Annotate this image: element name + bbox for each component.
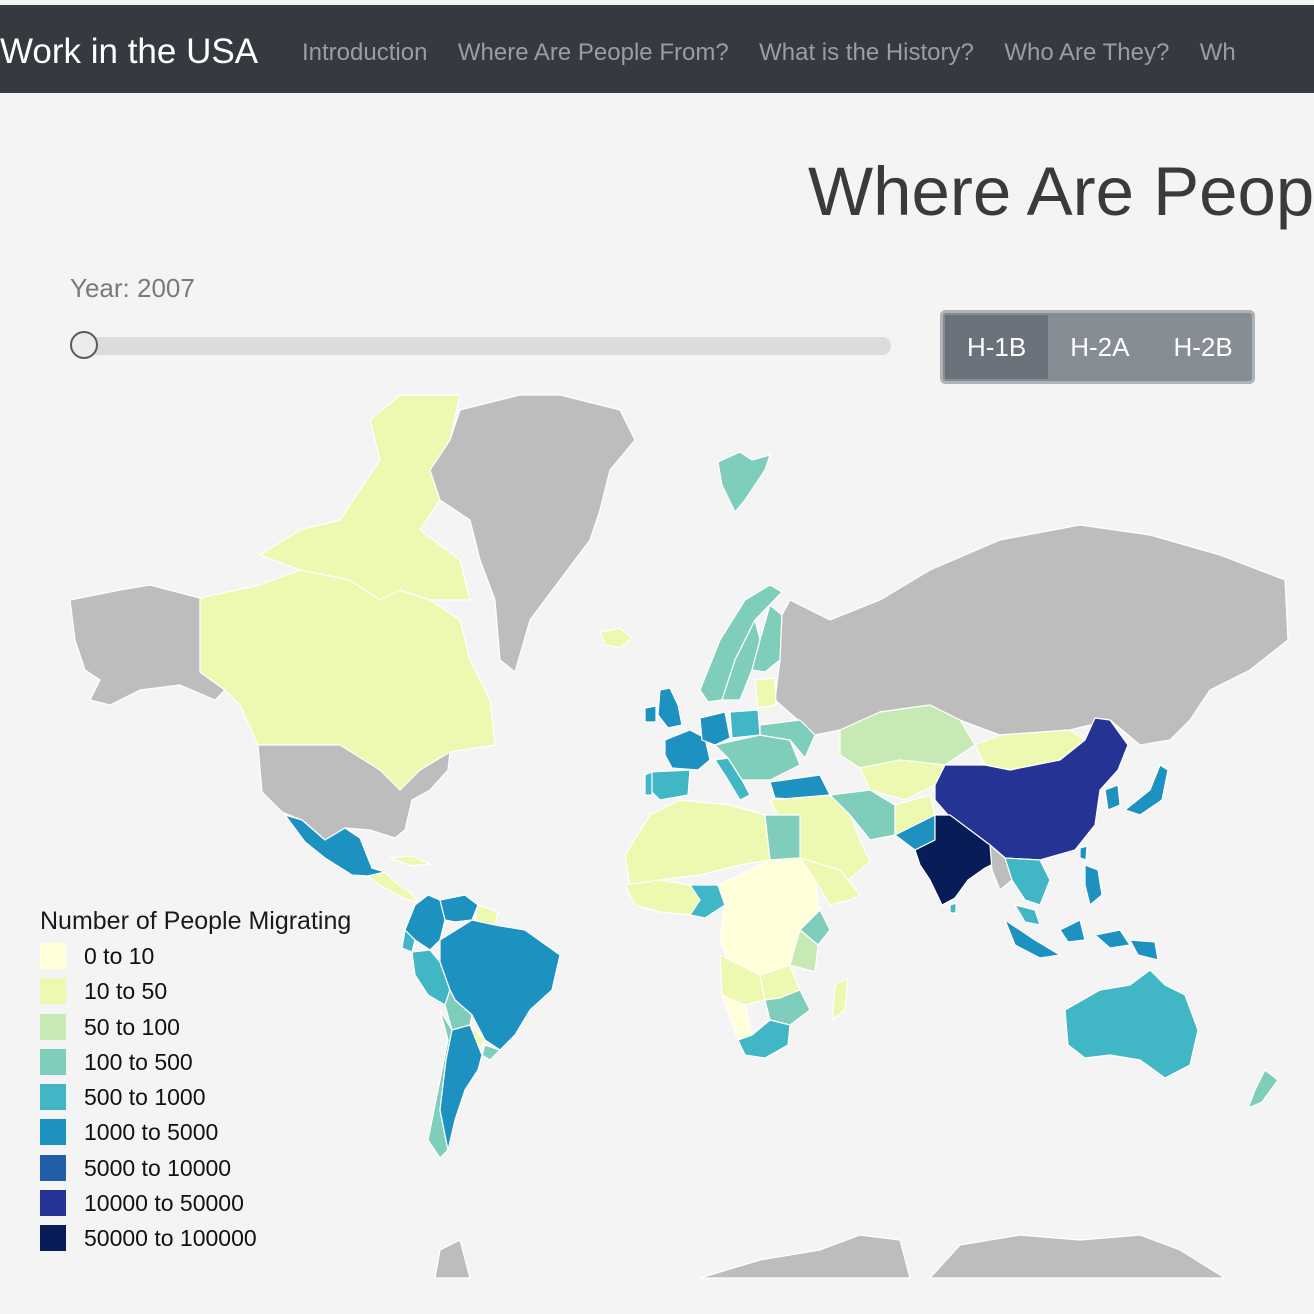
russia[interactable] (774, 524, 1289, 746)
legend-swatch (40, 1084, 66, 1111)
legend-label: 500 to 1000 (84, 1084, 206, 1111)
h2b-button[interactable]: H-2B (1173, 332, 1233, 362)
alaska[interactable] (69, 584, 226, 706)
myanmar[interactable] (989, 844, 1013, 891)
spain[interactable] (649, 769, 691, 801)
nav-link-truncated[interactable]: Wh (1199, 39, 1236, 66)
legend-swatch (40, 1013, 66, 1040)
svalbard[interactable] (717, 451, 771, 513)
legend-label: 50000 to 100000 (84, 1225, 257, 1252)
canada-islands[interactable] (259, 394, 471, 601)
legend-label: 50 to 100 (84, 1013, 180, 1040)
legend-swatch (40, 1154, 66, 1181)
legend-label: 10000 to 50000 (84, 1190, 244, 1217)
navbar: Work in the USA Introduction Where Are P… (0, 5, 1314, 93)
madagascar[interactable] (831, 977, 849, 1021)
ukraine[interactable] (759, 719, 816, 759)
malaysia[interactable] (1014, 904, 1041, 926)
kazakhstan[interactable] (839, 704, 976, 769)
world-map (0, 390, 1314, 1280)
h1b-button[interactable]: H-1B (945, 315, 1049, 379)
nav-link-who-are-they[interactable]: Who Are They? (1004, 39, 1170, 66)
antarctica[interactable] (434, 1234, 1226, 1279)
world-map-svg (69, 394, 1289, 1279)
year-slider-handle[interactable] (70, 331, 98, 359)
legend-swatch (40, 1048, 66, 1075)
central-america[interactable] (367, 871, 419, 903)
west-africa[interactable] (624, 879, 701, 916)
iceland[interactable] (599, 627, 633, 649)
angola[interactable] (719, 954, 766, 1006)
ireland[interactable] (644, 705, 657, 723)
japan[interactable] (1124, 764, 1169, 816)
norway[interactable] (699, 584, 783, 703)
taiwan[interactable] (1079, 845, 1088, 861)
h2a-button[interactable]: H-2A (1070, 332, 1130, 362)
mexico[interactable] (284, 814, 386, 877)
korea[interactable] (1104, 784, 1121, 811)
legend-item: 100 to 500 (40, 1048, 351, 1084)
indonesia[interactable] (1004, 919, 1131, 959)
legend-title: Number of People Migrating (40, 907, 352, 935)
nav-link-history[interactable]: What is the History? (759, 39, 974, 66)
legend-swatch (40, 1190, 66, 1217)
egypt[interactable] (764, 814, 801, 861)
legend-label: 0 to 10 (84, 943, 155, 969)
legend-swatch (40, 978, 66, 1005)
uk[interactable] (657, 687, 683, 729)
portugal[interactable] (644, 771, 653, 796)
greenland[interactable] (429, 394, 636, 673)
cuba[interactable] (389, 855, 431, 867)
legend: Number of People Migrating 0 to 10 10 to … (40, 905, 351, 1261)
sri-lanka[interactable] (949, 902, 957, 914)
south-africa[interactable] (737, 1019, 791, 1059)
legend-item: 50000 to 100000 (40, 1225, 351, 1260)
legend-label: 10 to 50 (84, 978, 168, 1005)
philippines[interactable] (1084, 864, 1103, 906)
legend-items: 0 to 10 10 to 50 50 to 100 100 to 500 500 to… (40, 943, 351, 1261)
legend-item: 10 to 50 (40, 978, 351, 1013)
page-title: Where Are Peop (808, 153, 1314, 230)
legend-item: 10000 to 50000 (40, 1190, 351, 1225)
papua-new-guinea[interactable] (1129, 939, 1159, 961)
nav-link-where-from[interactable]: Where Are People From? (457, 39, 729, 66)
legend-label: 5000 to 10000 (84, 1154, 232, 1181)
legend-item: 1000 to 5000 (40, 1119, 351, 1154)
year-label: Year: 2007 (70, 273, 195, 303)
argentina[interactable] (439, 1024, 483, 1151)
brand-title[interactable]: Work in the USA (0, 32, 259, 71)
venezuela[interactable] (439, 894, 479, 923)
legend-item: 50 to 100 (40, 1013, 351, 1049)
australia[interactable] (1064, 969, 1199, 1079)
visa-type-toggle: H-1B H-2A H-2B (940, 310, 1255, 384)
germany[interactable] (699, 711, 731, 746)
legend-item: 0 to 10 (40, 943, 351, 978)
legend-swatch (40, 1225, 66, 1252)
year-slider-track[interactable] (71, 337, 891, 355)
poland[interactable] (729, 709, 761, 739)
france[interactable] (664, 729, 711, 771)
nav-links: Introduction Where Are People From? What… (302, 38, 1262, 68)
legend-label: 100 to 500 (84, 1048, 193, 1075)
new-zealand[interactable] (1247, 1069, 1279, 1109)
nav-link-introduction[interactable]: Introduction (302, 39, 428, 66)
tanzania[interactable] (789, 929, 819, 973)
horn-of-africa[interactable] (799, 857, 861, 906)
baltics[interactable] (754, 677, 777, 709)
legend-label: 1000 to 5000 (84, 1119, 219, 1146)
legend-item: 5000 to 10000 (40, 1154, 351, 1190)
legend-swatch (40, 943, 66, 969)
uruguay[interactable] (481, 1044, 501, 1061)
legend-swatch (40, 1119, 66, 1146)
mainland-sea[interactable] (1004, 857, 1051, 906)
legend-item: 500 to 1000 (40, 1084, 351, 1119)
